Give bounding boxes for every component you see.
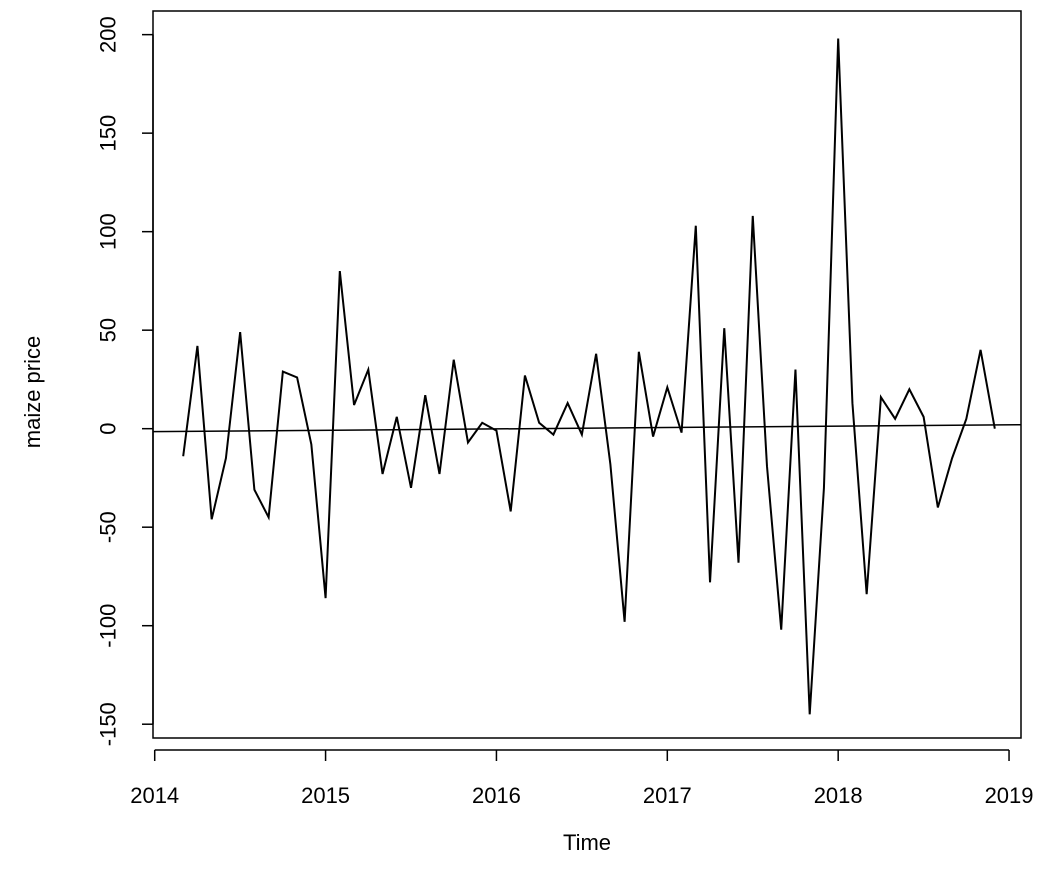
- y-tick-label: -50: [96, 511, 121, 543]
- price-series-line: [182, 38, 996, 715]
- y-axis: -150 -100 -50 0 50 100 150 200: [96, 16, 154, 746]
- x-tick-label: 2016: [472, 783, 521, 808]
- plot-area: [152, 38, 1022, 715]
- y-tick-label: -100: [96, 604, 121, 648]
- y-tick-label: 100: [96, 213, 121, 250]
- y-tick-label: -150: [96, 702, 121, 746]
- x-axis-label: Time: [563, 830, 611, 855]
- trend-line: [152, 423, 1022, 433]
- y-tick-label: 0: [96, 423, 121, 435]
- x-axis: 2014 2015 2016 2017 2018 2019: [130, 749, 1034, 808]
- y-tick-label: 150: [96, 115, 121, 152]
- y-tick-label: 50: [96, 318, 121, 342]
- x-tick-label: 2017: [643, 783, 692, 808]
- x-tick-label: 2019: [985, 783, 1034, 808]
- y-axis-label: maize price: [20, 336, 45, 448]
- y-tick-label: 200: [96, 16, 121, 53]
- x-tick-label: 2018: [814, 783, 863, 808]
- x-tick-label: 2014: [130, 783, 179, 808]
- x-tick-label: 2015: [301, 783, 350, 808]
